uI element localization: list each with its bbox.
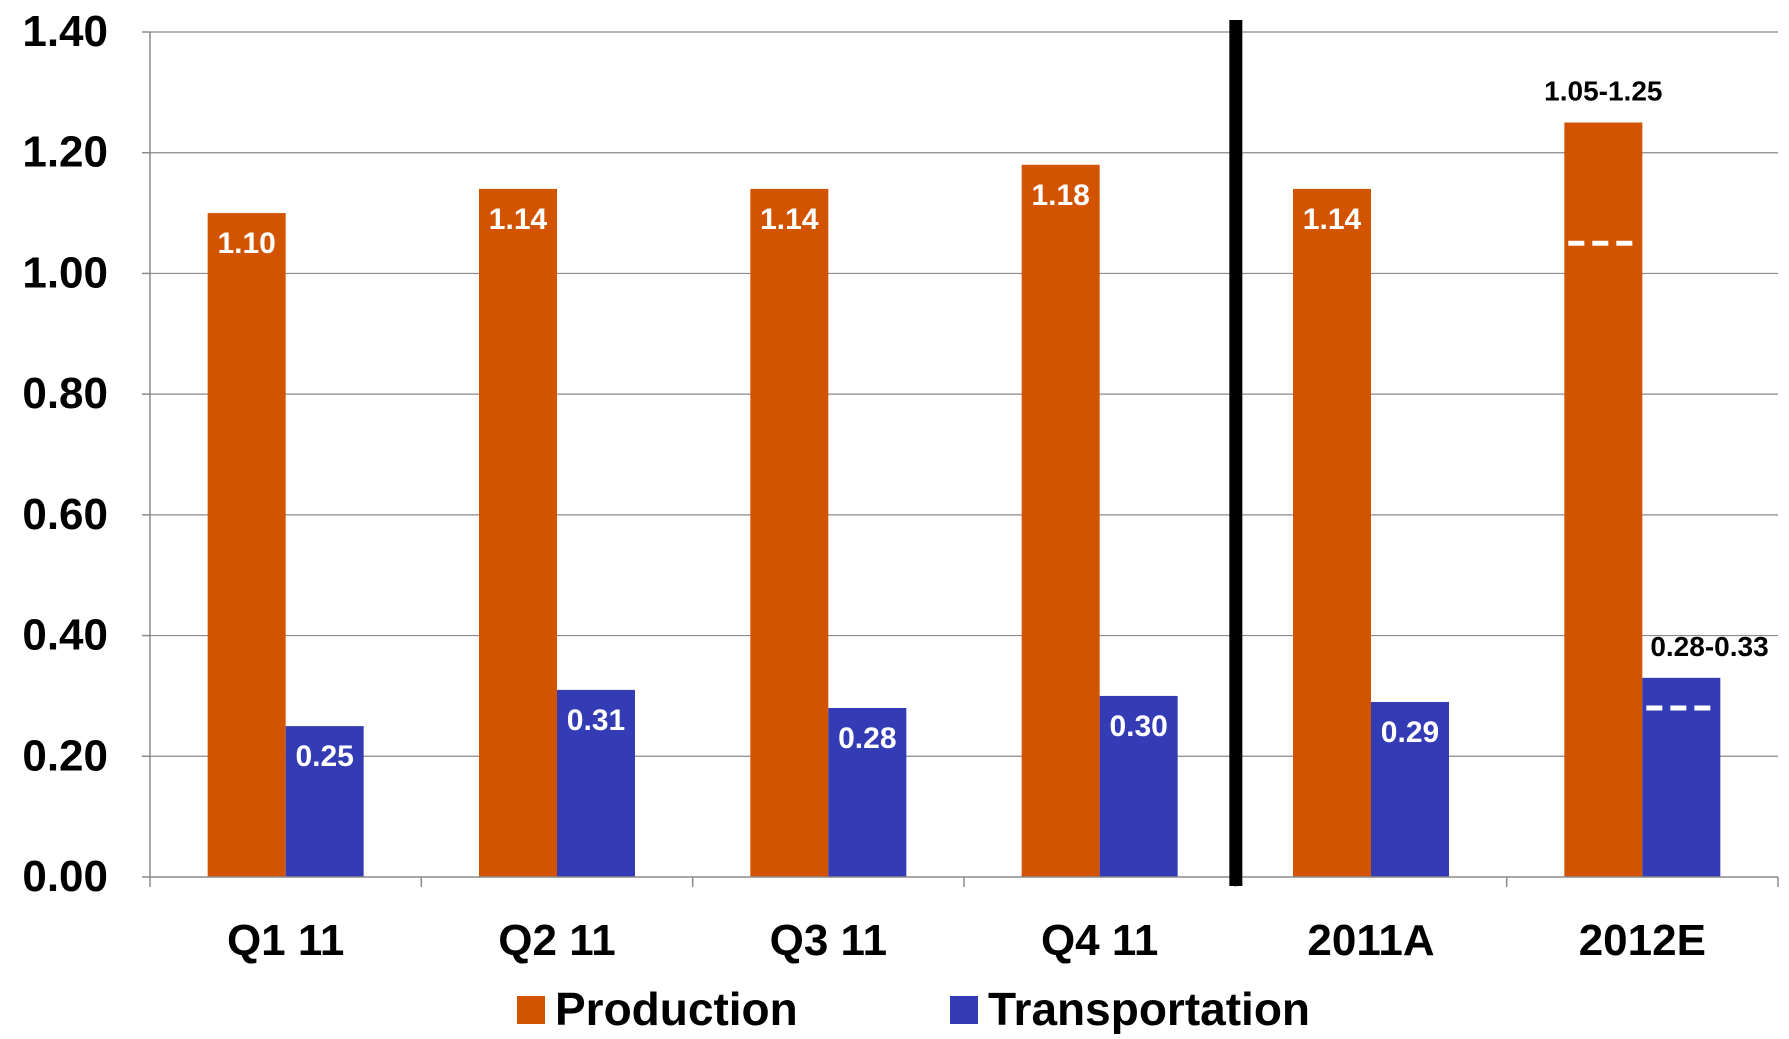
transportation-value-label: 0.30 bbox=[1109, 710, 1167, 743]
legend-label: Production bbox=[555, 983, 798, 1034]
production-bar bbox=[1021, 164, 1100, 878]
legend-label: Transportation bbox=[988, 983, 1310, 1034]
data-labels: 1.10 0.25 1.14 0.31 1.14 0.28 1.18 0.30 1.14 0.29… bbox=[217, 76, 1768, 774]
legend-swatch bbox=[950, 996, 978, 1024]
production-bar bbox=[1564, 122, 1643, 878]
range-label: 1.05-1.25 bbox=[1544, 76, 1662, 107]
range-label: 0.28-0.33 bbox=[1650, 631, 1768, 662]
production-bar bbox=[479, 188, 557, 877]
y-tick-label: 0.00 bbox=[22, 852, 108, 901]
bars bbox=[207, 122, 1721, 878]
transportation-bar bbox=[285, 726, 364, 877]
y-tick-label: 0.20 bbox=[22, 731, 108, 780]
x-category-label: Q4 11 bbox=[1041, 916, 1158, 965]
production-value-label: 1.14 bbox=[1303, 203, 1362, 236]
x-category-label: Q2 11 bbox=[498, 916, 615, 965]
production-value-label: 1.18 bbox=[1031, 179, 1089, 212]
transportation-value-label: 0.31 bbox=[567, 704, 625, 737]
y-tick-label: 0.60 bbox=[22, 490, 108, 539]
production-value-label: 1.10 bbox=[217, 227, 275, 260]
y-tick-label: 1.00 bbox=[22, 248, 108, 297]
production-bar bbox=[207, 213, 286, 878]
gridlines bbox=[150, 31, 1778, 757]
y-tick-label: 1.40 bbox=[22, 7, 108, 56]
legend: Production Transportation bbox=[517, 983, 1310, 1035]
transportation-bar bbox=[1371, 701, 1449, 877]
transportation-bar bbox=[1642, 677, 1721, 877]
y-tick-label: 0.40 bbox=[22, 611, 108, 660]
transportation-value-label: 0.29 bbox=[1381, 716, 1439, 749]
production-bar bbox=[750, 188, 829, 877]
production-value-label: 1.14 bbox=[489, 203, 548, 236]
x-category-label: Q1 11 bbox=[227, 916, 344, 965]
x-category-label: 2011A bbox=[1307, 916, 1434, 965]
transportation-bar bbox=[1099, 695, 1178, 877]
y-tick-label: 1.20 bbox=[22, 128, 108, 177]
production-value-label: 1.14 bbox=[760, 203, 819, 236]
x-category-label: Q3 11 bbox=[770, 916, 887, 965]
x-category-label: 2012E bbox=[1579, 916, 1706, 965]
axes: 0.00 0.20 0.40 0.60 0.80 1.00 1.20 1.40 Q1 11 Q2 … bbox=[22, 7, 1779, 965]
y-tick-label: 0.80 bbox=[22, 369, 108, 418]
production-bar bbox=[1293, 188, 1371, 877]
period-separator bbox=[1229, 20, 1243, 886]
transportation-value-label: 0.28 bbox=[838, 722, 896, 755]
transportation-bar bbox=[557, 689, 635, 877]
transportation-bar bbox=[828, 708, 907, 877]
transportation-value-label: 0.25 bbox=[295, 740, 353, 773]
legend-swatch bbox=[517, 996, 545, 1024]
